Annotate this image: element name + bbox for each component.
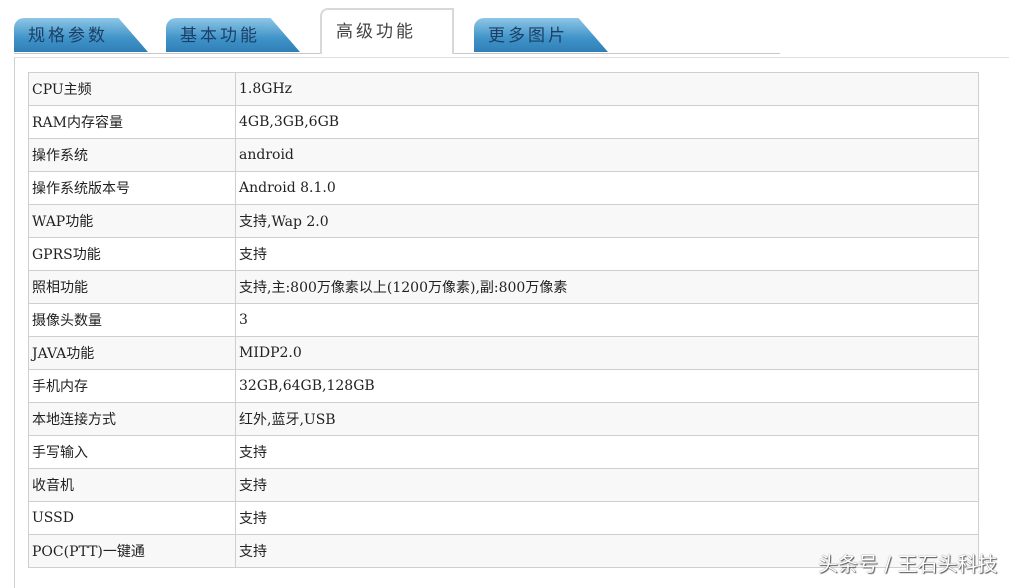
spec-value: Android 8.1.0 [235,171,979,205]
spec-value: 3 [235,303,979,337]
spec-label: 手写输入 [28,435,236,469]
spec-label: 收音机 [28,468,236,502]
table-row: 操作系统 android [28,138,979,172]
spec-label: POC(PTT)一键通 [28,534,236,568]
spec-value: 支持,Wap 2.0 [235,204,979,238]
table-row: USSD 支持 [28,501,979,535]
spec-label: WAP功能 [28,204,236,238]
spec-value: 1.8GHz [235,72,979,106]
table-row: GPRS功能 支持 [28,237,979,271]
table-row: 收音机 支持 [28,468,979,502]
spec-label: 照相功能 [28,270,236,304]
tab-advanced-features[interactable]: 高级功能 [320,8,454,54]
spec-label: 手机内存 [28,369,236,403]
spec-label: USSD [28,501,236,535]
spec-value: 支持 [235,237,979,271]
spec-label: RAM内存容量 [28,105,236,139]
spec-label: GPRS功能 [28,237,236,271]
watermark: 头条号 / 王石头科技 [818,552,998,576]
table-row: POC(PTT)一键通 支持 [28,534,979,568]
tab-basic-features[interactable]: 基本功能 [166,18,300,52]
table-row: CPU主频 1.8GHz [28,72,979,106]
spec-label: 操作系统版本号 [28,171,236,205]
tab-specs[interactable]: 规格参数 [14,18,148,52]
table-row: WAP功能 支持,Wap 2.0 [28,204,979,238]
spec-value: MIDP2.0 [235,336,979,370]
spec-label: 操作系统 [28,138,236,172]
spec-value: 支持 [235,435,979,469]
spec-label: 本地连接方式 [28,402,236,436]
spec-value: 32GB,64GB,128GB [235,369,979,403]
table-row: 操作系统版本号 Android 8.1.0 [28,171,979,205]
spec-value: 支持 [235,534,979,568]
table-row: 摄像头数量 3 [28,303,979,337]
spec-label: CPU主频 [28,72,236,106]
spec-label: JAVA功能 [28,336,236,370]
spec-value: 支持 [235,501,979,535]
content-panel [14,57,1009,588]
table-row: RAM内存容量 4GB,3GB,6GB [28,105,979,139]
table-row: JAVA功能 MIDP2.0 [28,336,979,370]
spec-value: android [235,138,979,172]
table-row: 本地连接方式 红外,蓝牙,USB [28,402,979,436]
spec-value: 红外,蓝牙,USB [235,402,979,436]
table-row: 手机内存 32GB,64GB,128GB [28,369,979,403]
spec-table: CPU主频 1.8GHz RAM内存容量 4GB,3GB,6GB 操作系统 android… [28,72,979,568]
spec-value: 4GB,3GB,6GB [235,105,979,139]
spec-value: 支持,主:800万像素以上(1200万像素),副:800万像素 [235,270,979,304]
spec-label: 摄像头数量 [28,303,236,337]
tab-more-images[interactable]: 更多图片 [474,18,608,52]
table-row: 手写输入 支持 [28,435,979,469]
table-row: 照相功能 支持,主:800万像素以上(1200万像素),副:800万像素 [28,270,979,304]
spec-value: 支持 [235,468,979,502]
